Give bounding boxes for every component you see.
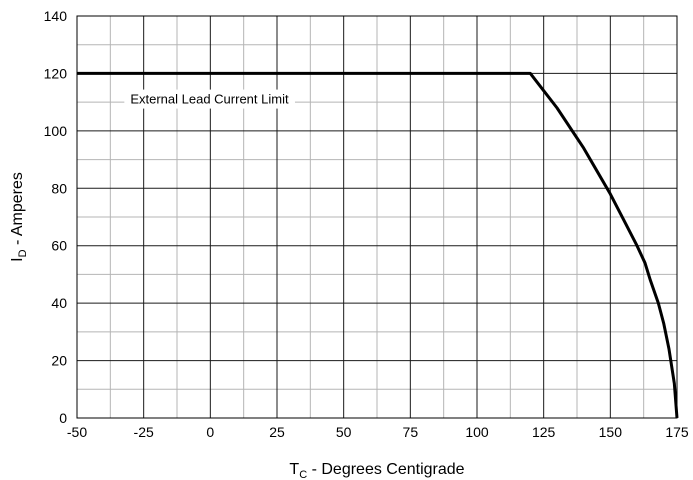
x-tick-label: -25 <box>134 424 154 440</box>
x-tick-label: 175 <box>665 424 689 440</box>
x-tick-label: -50 <box>67 424 87 440</box>
y-axis-title-rest: - Amperes <box>9 172 26 249</box>
y-axis-title-sub: D <box>17 249 29 257</box>
x-tick-label: 100 <box>465 424 489 440</box>
x-axis-title-sub: C <box>299 469 307 480</box>
y-tick-label: 60 <box>51 238 67 254</box>
grid-minor <box>77 16 677 418</box>
y-tick-label: 140 <box>44 8 68 24</box>
x-tick-labels: -50 -25 0 25 50 75 100 125 150 175 <box>67 424 689 440</box>
x-tick-label: 0 <box>206 424 214 440</box>
x-tick-label: 25 <box>269 424 285 440</box>
y-axis-title: ID - Amperes <box>9 172 29 262</box>
x-axis-title: TC - Degrees Centigrade <box>289 461 464 480</box>
y-tick-label: 0 <box>59 410 67 426</box>
y-tick-label: 40 <box>51 295 67 311</box>
x-tick-label: 50 <box>336 424 352 440</box>
x-tick-label: 150 <box>599 424 623 440</box>
y-tick-label: 120 <box>44 65 68 81</box>
annotation-label: External Lead Current Limit <box>130 92 289 107</box>
y-tick-label: 100 <box>44 123 68 139</box>
y-tick-label: 80 <box>51 180 67 196</box>
x-axis-title-rest: - Degrees Centigrade <box>307 461 465 478</box>
x-axis-title-main: T <box>289 461 299 478</box>
y-tick-labels: 0 20 40 60 80 100 120 140 <box>44 8 68 426</box>
x-tick-label: 75 <box>403 424 419 440</box>
y-tick-label: 20 <box>51 353 67 369</box>
x-tick-label: 125 <box>532 424 556 440</box>
